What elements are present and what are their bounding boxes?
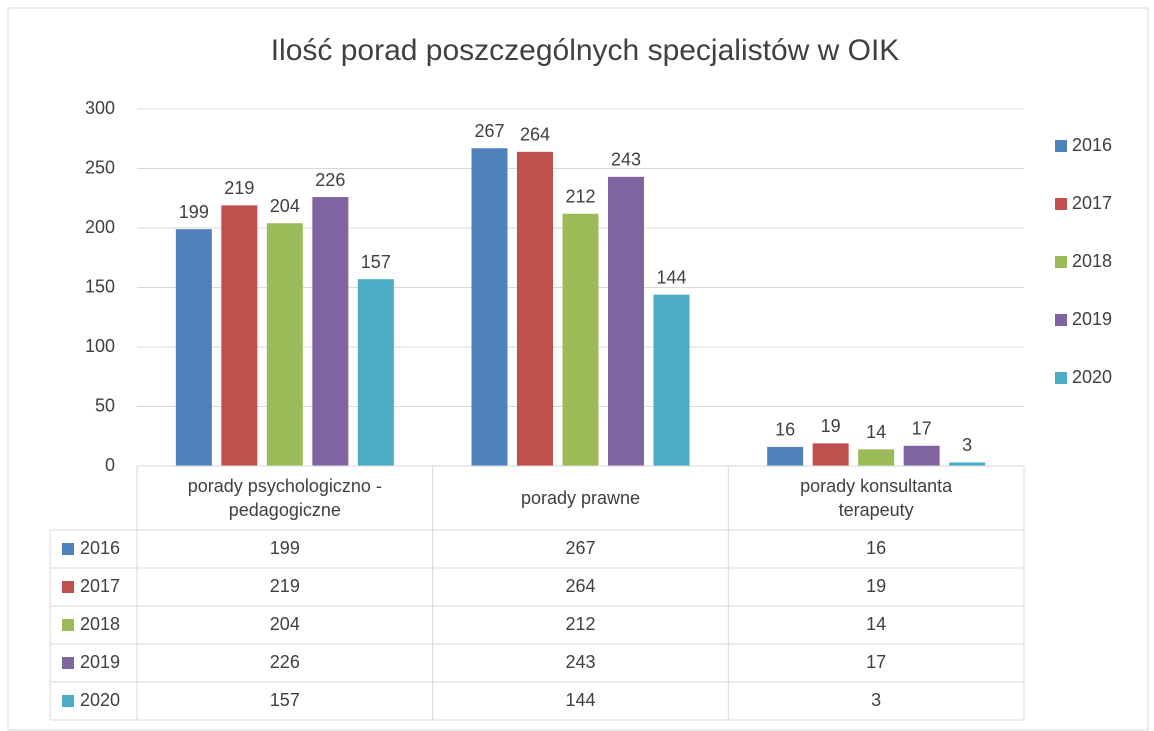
legend-label: 2020 — [1072, 367, 1112, 387]
table-cell: 17 — [866, 652, 886, 672]
y-tick-label: 100 — [85, 336, 115, 356]
y-tick-label: 50 — [95, 395, 115, 415]
data-label: 144 — [656, 267, 686, 287]
legend-key — [1055, 140, 1067, 152]
legend-label: 2018 — [1072, 251, 1112, 271]
table-cell: 204 — [270, 614, 300, 634]
x-tick-label-wrap: porady prawne — [433, 466, 729, 530]
bar — [903, 445, 940, 466]
bar — [608, 176, 644, 466]
table-cell: 264 — [565, 576, 595, 596]
x-tick-label: porady psychologiczno - pedagogiczne — [187, 476, 382, 520]
table-cell: 199 — [270, 538, 300, 558]
table-cell: 3 — [871, 690, 881, 710]
data-label: 17 — [912, 419, 932, 439]
legend-key — [1055, 198, 1067, 210]
x-tick-label-box: porady konsultanta terapeuty — [728, 466, 1024, 530]
table-cell: 212 — [565, 614, 595, 634]
bar — [858, 449, 895, 466]
legend-key — [1055, 256, 1067, 268]
table-series-name: 2019 — [80, 652, 120, 672]
bar — [949, 462, 986, 466]
chart-title: Ilość porad poszczególnych specjalistów … — [271, 34, 900, 67]
x-tick-label-wrap: porady konsultanta terapeuty — [728, 466, 1024, 530]
table-series-name: 2020 — [80, 690, 120, 710]
bar — [767, 446, 804, 466]
data-label: 226 — [315, 170, 345, 190]
data-label: 3 — [962, 435, 972, 455]
data-label: 243 — [611, 150, 641, 170]
bar — [175, 229, 212, 466]
table-legend-key — [62, 695, 74, 707]
data-label: 199 — [179, 202, 209, 222]
bar — [562, 213, 599, 466]
x-tick-label-wrap: porady psychologiczno - pedagogiczne — [137, 466, 433, 530]
data-label: 14 — [866, 422, 886, 442]
y-tick-label: 300 — [85, 98, 115, 118]
table-cell: 267 — [565, 538, 595, 558]
data-label: 204 — [270, 196, 300, 216]
legend-label: 2019 — [1072, 309, 1112, 329]
data-label: 264 — [520, 125, 550, 145]
table-legend-key — [62, 657, 74, 669]
bar — [357, 279, 394, 466]
table-cell: 219 — [270, 576, 300, 596]
legend-label: 2016 — [1072, 135, 1112, 155]
table-cell: 144 — [565, 690, 595, 710]
table-series-name: 2018 — [80, 614, 120, 634]
data-label: 19 — [821, 416, 841, 436]
x-tick-label-box: porady prawne — [433, 466, 729, 530]
data-label: 16 — [775, 420, 795, 440]
table-cell: 19 — [866, 576, 886, 596]
legend-key — [1055, 372, 1067, 384]
table-cell: 14 — [866, 614, 886, 634]
y-tick-label: 150 — [85, 276, 115, 296]
table-legend-key — [62, 619, 74, 631]
table-legend-key — [62, 543, 74, 555]
table-legend-key — [62, 581, 74, 593]
bar — [517, 151, 553, 466]
data-label: 157 — [361, 252, 391, 272]
table-series-name: 2017 — [80, 576, 120, 596]
table-cell: 226 — [270, 652, 300, 672]
legend-key — [1055, 314, 1067, 326]
data-label: 212 — [565, 186, 595, 206]
table-cell: 157 — [270, 690, 300, 710]
bar — [812, 443, 849, 466]
data-label: 267 — [474, 121, 504, 141]
bar — [653, 294, 690, 466]
table-cell: 16 — [866, 538, 886, 558]
bar — [312, 197, 349, 466]
y-tick-label: 0 — [105, 455, 115, 475]
data-label: 219 — [224, 178, 254, 198]
bar — [221, 205, 258, 466]
x-tick-label: porady konsultanta terapeuty — [800, 476, 953, 520]
y-tick-label: 250 — [85, 157, 115, 177]
table-cell: 243 — [565, 652, 595, 672]
x-tick-label-box: porady psychologiczno - pedagogiczne — [137, 466, 433, 530]
legend-label: 2017 — [1072, 193, 1112, 213]
y-tick-label: 200 — [85, 217, 115, 237]
table-series-name: 2016 — [80, 538, 120, 558]
bar — [471, 148, 508, 466]
x-tick-label: porady prawne — [520, 488, 641, 508]
bar — [266, 223, 303, 466]
